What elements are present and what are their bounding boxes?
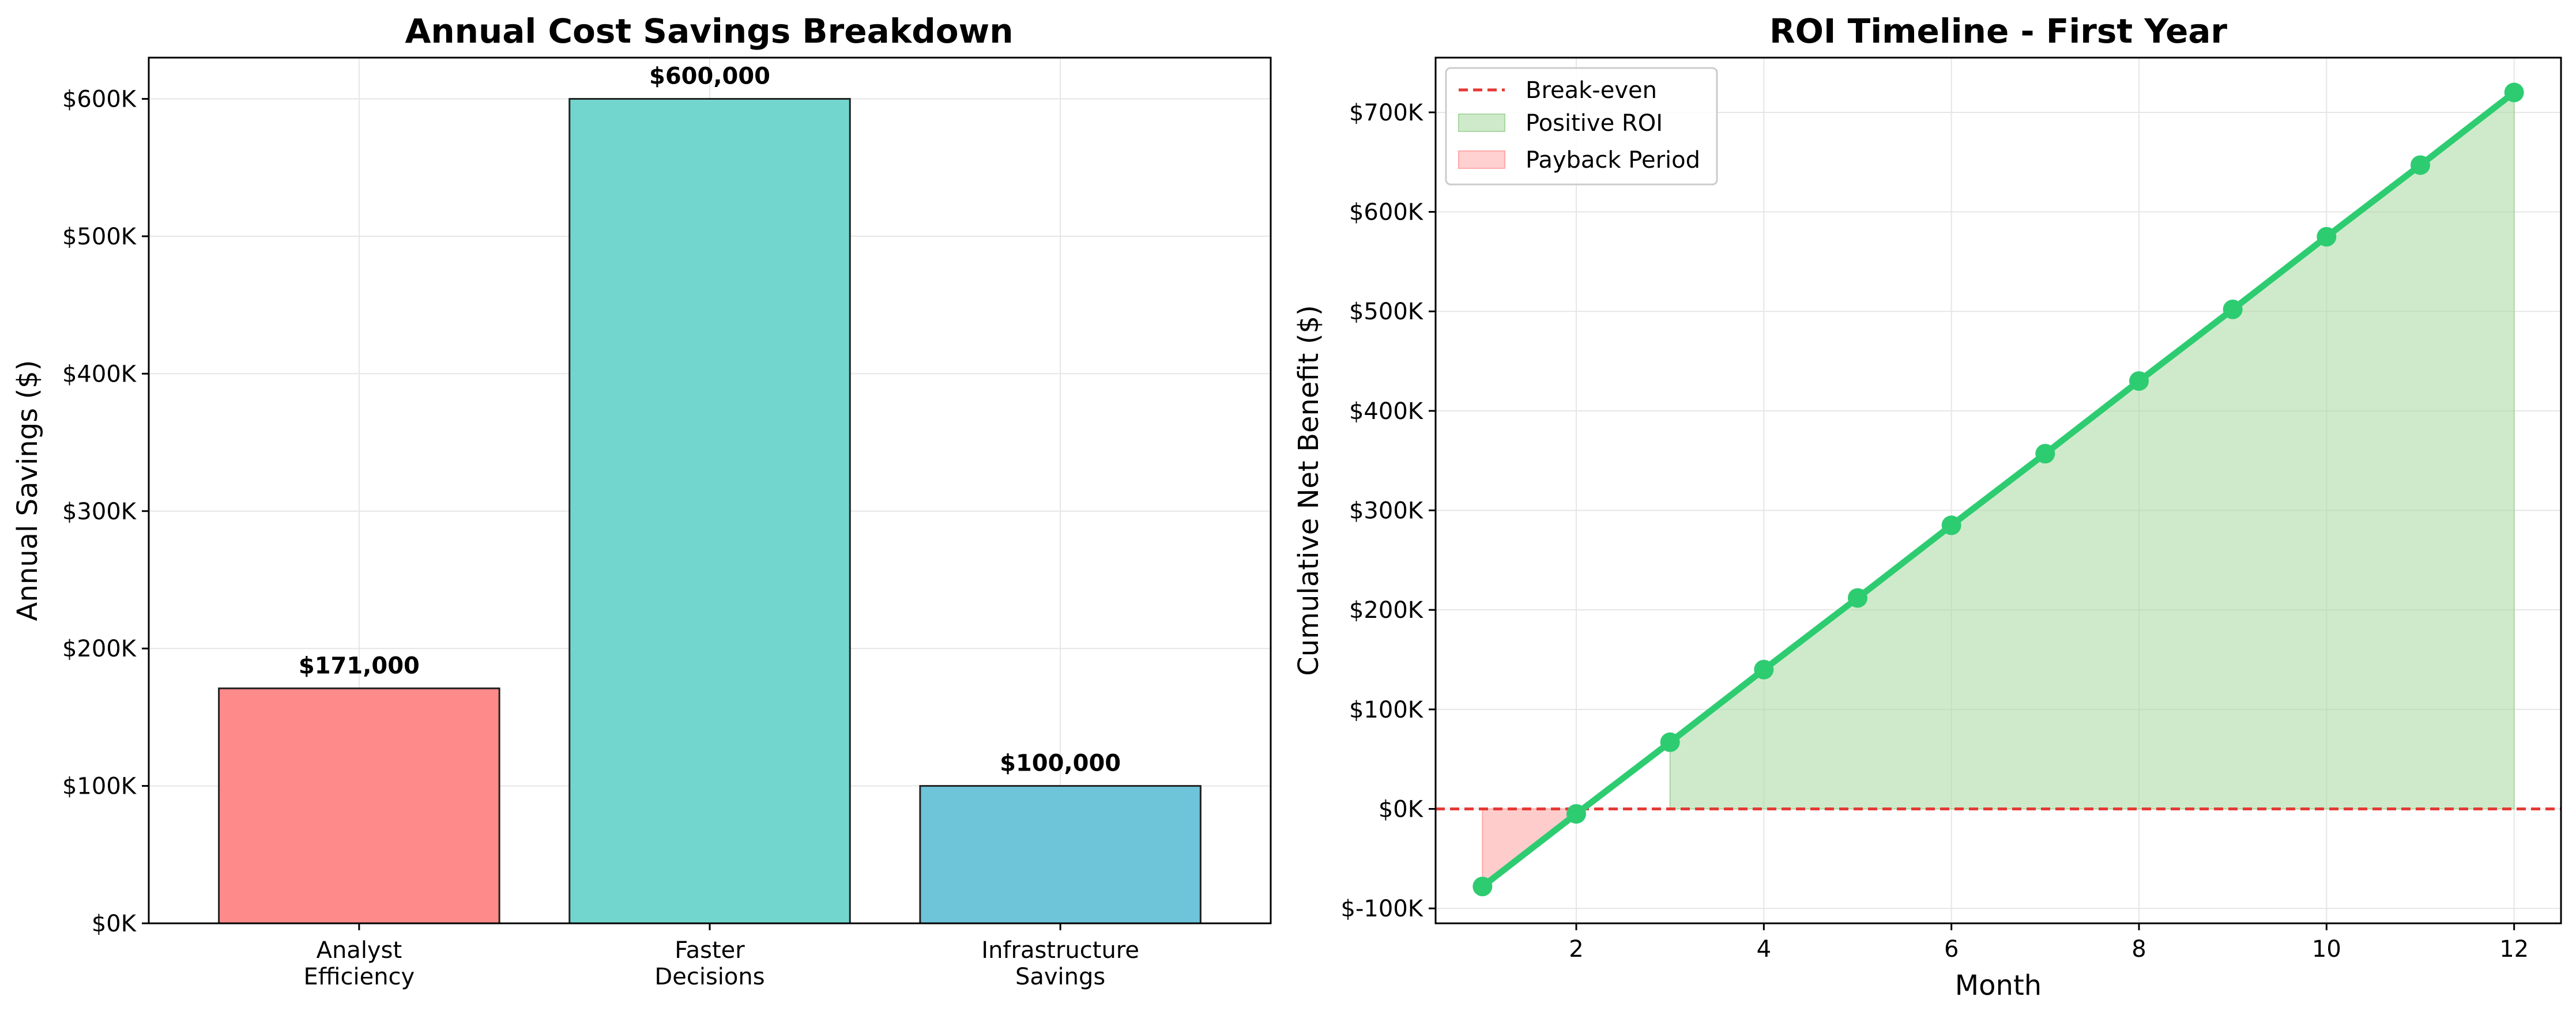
chart2-axes-frame: [1434, 56, 2562, 924]
chart2-ytick-label: $500K: [1349, 299, 1424, 325]
legend-label-positive-roi: Positive ROI: [1526, 110, 1663, 137]
net-benefit-point: [2504, 82, 2524, 103]
net-benefit-point: [1566, 804, 1586, 824]
net-benefit-point: [2317, 227, 2337, 247]
chart2-ytick-label: $0K: [1379, 796, 1424, 822]
chart2-ytick-label: $-100K: [1341, 896, 1424, 922]
chart1-bar: [568, 98, 851, 924]
chart2-ytick-label: $200K: [1349, 597, 1424, 624]
chart2-xtick-label: 6: [1944, 936, 1959, 963]
net-benefit-point: [1941, 515, 1961, 535]
chart2-ytick-label: $300K: [1349, 498, 1424, 524]
net-benefit-point: [1660, 732, 1680, 752]
chart1-ytick-label: $200K: [62, 636, 137, 662]
chart1-bar: [919, 785, 1202, 924]
chart1-xtick-label: Efficiency: [304, 964, 415, 990]
net-benefit-point: [1754, 659, 1774, 680]
chart2-ytick-label: $400K: [1349, 398, 1424, 425]
net-benefit-point: [2223, 299, 2243, 319]
net-benefit-point: [2411, 155, 2430, 175]
chart2-ytick-label: $100K: [1349, 697, 1424, 723]
chart1-ytick-label: $300K: [62, 499, 137, 525]
net-benefit-point: [1472, 877, 1493, 897]
chart2-xtick-label: 10: [2312, 936, 2341, 963]
net-benefit-line: [1480, 90, 2517, 889]
chart1-title: Annual Cost Savings Breakdown: [405, 12, 1013, 51]
chart2-ytick-label: $600K: [1349, 199, 1424, 226]
legend-label-breakeven: Break-even: [1526, 77, 1657, 104]
net-benefit-point: [2035, 444, 2055, 464]
chart1-bar-value-label: $100,000: [1000, 750, 1121, 777]
chart2-legend: Break-even Positive ROI Payback Period: [1445, 67, 1718, 186]
chart1-xtick-label: Savings: [1015, 964, 1105, 990]
chart1-bar: [218, 687, 500, 924]
chart1-ytick-label: $500K: [62, 224, 137, 250]
chart1-ytick-label: $600K: [62, 86, 137, 113]
chart1-xtick-label: Faster: [675, 937, 745, 964]
chart2-xtick-label: 2: [1569, 936, 1583, 963]
chart1-xtick-label: Analyst: [317, 937, 402, 964]
legend-positive-roi-swatch: [1458, 114, 1505, 132]
chart1-ytick-label: $400K: [62, 361, 137, 387]
chart1-bar-value-label: $600,000: [649, 63, 770, 90]
chart2-xtick-label: 4: [1757, 936, 1771, 963]
chart2-title: ROI Timeline - First Year: [1769, 12, 2227, 51]
chart2-xlabel: Month: [1955, 969, 2042, 1002]
chart1-axes-frame: [148, 56, 1272, 924]
chart1-ytick-label: $100K: [62, 773, 137, 800]
legend-frame: [1445, 67, 1718, 186]
net-benefit-point: [1848, 588, 1867, 608]
chart1-xtick-label: Decisions: [654, 964, 764, 990]
chart2-xtick-label: 12: [2499, 936, 2529, 963]
chart2-ytick-label: $700K: [1349, 100, 1424, 126]
net-benefit-point: [2129, 371, 2149, 391]
chart1-ytick-label: $0K: [92, 911, 137, 937]
chart1-xtick-label: Infrastructure: [981, 937, 1139, 964]
legend-label-payback: Payback Period: [1526, 147, 1700, 173]
chart1-ylabel: Annual Savings ($): [12, 360, 44, 621]
roi-line-chart: ROI Timeline - First Year $-100K $0K $100K…: [1293, 12, 2562, 1002]
legend-payback-swatch: [1458, 150, 1505, 169]
chart2-xtick-label: 8: [2131, 936, 2146, 963]
chart1-bar-value-label: $171,000: [299, 652, 420, 679]
chart2-ylabel: Cumulative Net Benefit ($): [1293, 305, 1325, 675]
savings-bar-chart: Annual Cost Savings Breakdown $171,000 $6…: [12, 12, 1272, 990]
